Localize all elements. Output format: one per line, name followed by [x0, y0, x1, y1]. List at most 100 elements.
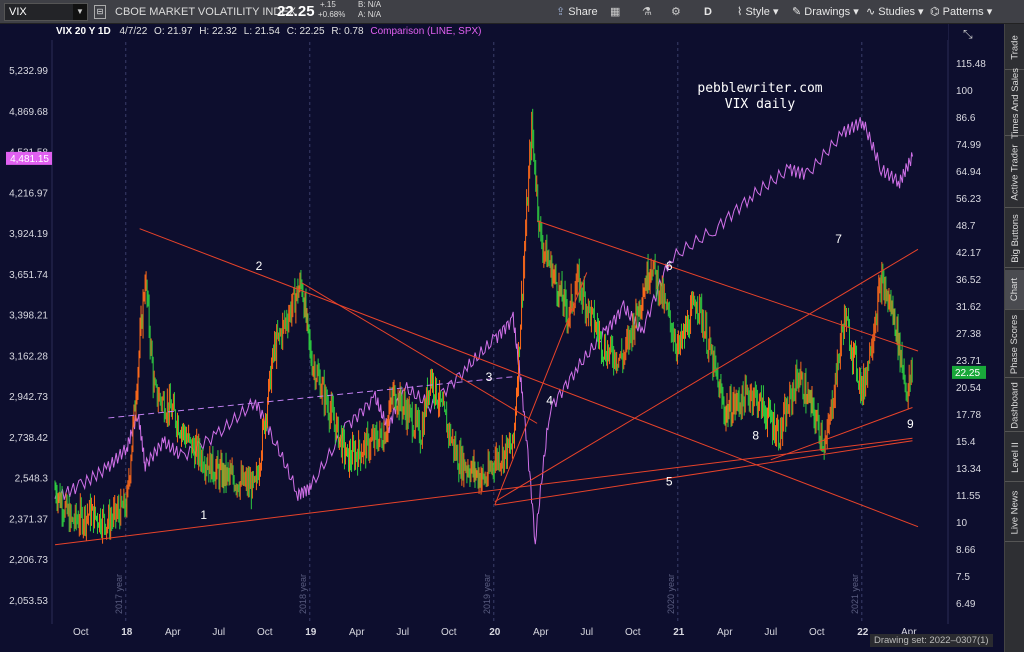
- symbol-selector[interactable]: VIX ▼: [4, 3, 88, 21]
- chevron-down-icon: ▾: [850, 6, 859, 18]
- x-axis-tick: Jul: [764, 627, 777, 638]
- x-axis-tick: 19: [305, 627, 317, 638]
- left-axis-tick: 2,053.53: [9, 596, 48, 607]
- right-axis-tick: 86.6: [956, 113, 976, 124]
- annotation-2: 2: [256, 259, 263, 273]
- side-tab-trade[interactable]: Trade: [1005, 26, 1024, 70]
- right-axis-tick: 10: [956, 518, 968, 529]
- right-axis-tick: 115.48: [956, 59, 986, 70]
- right-axis-tick: 11.55: [956, 491, 981, 502]
- left-axis-tick: 2,942.73: [9, 392, 48, 403]
- share-icon: ⇪: [556, 6, 569, 18]
- drawings-button[interactable]: ✎ Drawings ▾: [792, 2, 859, 22]
- x-axis-tick: Apr: [901, 627, 917, 638]
- right-axis-tick: 20.54: [956, 383, 981, 394]
- chevron-down-icon: ▾: [914, 6, 924, 18]
- spx-current-badge: [6, 151, 52, 165]
- trendline-8: [770, 407, 913, 461]
- annotation-8: 8: [752, 428, 759, 442]
- x-axis-tick: Oct: [257, 627, 273, 638]
- side-tab-label: Phase Scores: [1009, 314, 1021, 375]
- side-tab-label: Big Buttons: [1009, 214, 1021, 263]
- right-axis-tick: 42.17: [956, 248, 981, 259]
- year-marker-label: 2021 year: [850, 574, 860, 614]
- trendline-1: [54, 437, 913, 546]
- side-tab-times-and-sales[interactable]: Times And Sales: [1005, 68, 1024, 139]
- year-marker-label: 2019 year: [482, 574, 492, 614]
- price-chart[interactable]: 2017 year 2018 year 2019 year 2020 year 2021…: [0, 24, 1004, 652]
- right-axis-tick: 74.99: [956, 140, 981, 151]
- period-selector[interactable]: D: [704, 6, 712, 18]
- left-axis-tick: 3,651.74: [9, 270, 48, 281]
- left-axis-tick: 3,924.19: [9, 229, 48, 240]
- side-tab-dashboard[interactable]: Dashboard: [1005, 380, 1024, 432]
- x-axis-tick: Apr: [349, 627, 365, 638]
- chart-info-header: VIX 20 Y 1D 4/7/22 O: 21.97 H: 22.32 L: …: [42, 24, 948, 40]
- left-axis-tick: 5,232.99: [9, 66, 48, 77]
- year-marker-label: 2020 year: [666, 574, 676, 614]
- annotation-9: 9: [907, 417, 914, 431]
- share-button[interactable]: ⇪ Share: [556, 2, 598, 22]
- last-price: 22.25: [277, 3, 315, 20]
- side-tab-label: Level II: [1009, 442, 1021, 473]
- gear-icon[interactable]: ⚙: [671, 6, 681, 18]
- lock-icon[interactable]: ⊟: [94, 5, 106, 19]
- annotation-1: 1: [200, 508, 207, 522]
- symbol-text: VIX: [9, 6, 27, 18]
- right-axis-tick: 56.23: [956, 194, 981, 205]
- bid-value: B: N/A: [358, 0, 382, 9]
- left-axis-tick: 3,398.21: [9, 311, 48, 322]
- flask-icon[interactable]: ⚗: [642, 6, 652, 18]
- annotation-6: 6: [666, 259, 673, 273]
- side-tab-active-trader[interactable]: Active Trader: [1005, 138, 1024, 208]
- x-axis-tick: Apr: [533, 627, 549, 638]
- side-tab-level-ii[interactable]: Level II: [1005, 434, 1024, 482]
- symbol-description: CBOE MARKET VOLATILITY INDEX: [115, 6, 296, 18]
- patterns-icon: ⌬: [930, 6, 943, 18]
- chart-label: VIX 20 Y 1D: [56, 26, 111, 37]
- side-tab-phase-scores[interactable]: Phase Scores: [1005, 312, 1024, 378]
- grid-icon[interactable]: ▦: [610, 6, 621, 18]
- studies-button[interactable]: ∿ Studies ▾: [866, 2, 924, 22]
- right-axis-tick: 64.94: [956, 167, 981, 178]
- toolbar: VIX ▼ ⊟ CBOE MARKET VOLATILITY INDEX 22.…: [0, 0, 1024, 24]
- watermark-line-1: pebblewriter.com: [697, 81, 822, 96]
- year-marker-label: 2018 year: [298, 574, 308, 614]
- style-button[interactable]: ⌇ Style ▾: [737, 2, 778, 22]
- drawing-set-label[interactable]: Drawing set: 2022–0307(1): [870, 634, 993, 647]
- side-tab-big-buttons[interactable]: Big Buttons: [1005, 210, 1024, 268]
- spx-current-value: 4,481.15: [10, 154, 49, 165]
- x-axis-tick: 20: [489, 627, 501, 638]
- chart-background: [0, 24, 1004, 652]
- x-axis-tick: Jul: [580, 627, 593, 638]
- watermark-line-2: VIX daily: [725, 97, 796, 112]
- open-value: O: 21.97: [154, 26, 193, 37]
- share-label: Share: [568, 6, 598, 18]
- side-tab-chart[interactable]: Chart: [1005, 270, 1024, 310]
- right-axis-tick: 17.78: [956, 410, 981, 421]
- style-label: Style: [745, 6, 770, 18]
- right-axis-tick: 8.66: [956, 545, 976, 556]
- studies-icon: ∿: [866, 6, 879, 18]
- right-axis-tick: 31.62: [956, 302, 981, 313]
- x-axis-tick: Oct: [809, 627, 825, 638]
- x-axis-tick: Apr: [717, 627, 733, 638]
- chevron-down-icon[interactable]: ▼: [73, 4, 87, 20]
- patterns-button[interactable]: ⌬ Patterns ▾: [930, 2, 992, 22]
- low-value: L: 21.54: [243, 26, 280, 37]
- x-axis-tick: 22: [857, 627, 869, 638]
- x-axis-tick: Apr: [165, 627, 181, 638]
- left-axis-tick: 2,738.42: [9, 433, 48, 444]
- comparison-label: Comparison (LINE, SPX): [370, 26, 482, 37]
- side-tab-label: Chart: [1009, 277, 1021, 302]
- x-axis-tick: Oct: [441, 627, 457, 638]
- x-axis-tick: Oct: [73, 627, 89, 638]
- right-axis-tick: 100: [956, 86, 973, 97]
- right-axis-tick: 7.5: [956, 572, 970, 583]
- collapse-icon[interactable]: ⤡: [963, 27, 973, 41]
- side-tab-label: Live News: [1009, 490, 1021, 535]
- side-tab-live-news[interactable]: Live News: [1005, 484, 1024, 542]
- right-axis-tick: 15.4: [956, 437, 976, 448]
- change-percent: +0.68%: [318, 10, 346, 19]
- trendline-4: [494, 272, 588, 506]
